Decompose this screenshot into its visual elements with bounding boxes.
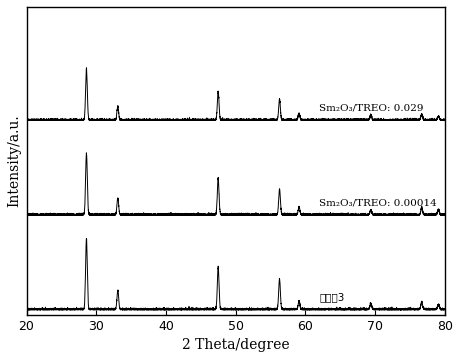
Y-axis label: Intensity/a.u.: Intensity/a.u.	[7, 115, 21, 207]
Text: 实施兣3: 实施兣3	[319, 292, 345, 302]
Text: Sm₂O₃/TREO: 0.00014: Sm₂O₃/TREO: 0.00014	[319, 199, 437, 208]
Text: Sm₂O₃/TREO: 0.029: Sm₂O₃/TREO: 0.029	[319, 104, 424, 113]
X-axis label: 2 Theta/degree: 2 Theta/degree	[182, 338, 289, 352]
